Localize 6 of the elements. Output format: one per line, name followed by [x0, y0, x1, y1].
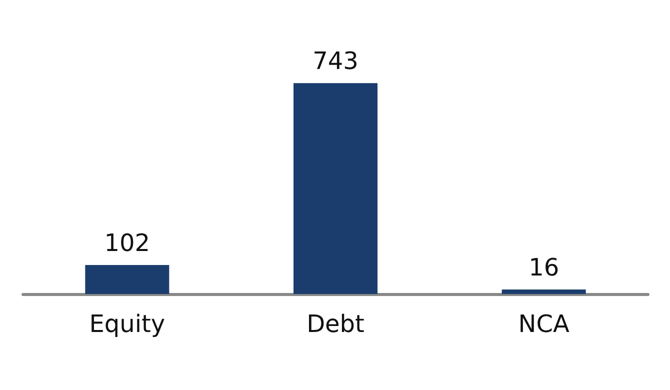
data-label: 16 [528, 253, 560, 282]
x-tick-label: Equity [89, 310, 166, 338]
x-tick-label: Debt [306, 310, 364, 338]
data-label: 102 [104, 229, 150, 258]
x-tick-label: NCA [518, 310, 570, 338]
data-label: 743 [312, 47, 358, 76]
